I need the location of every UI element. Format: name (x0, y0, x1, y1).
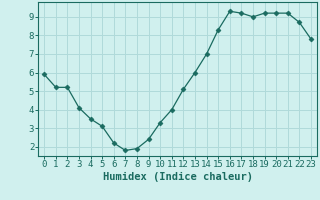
X-axis label: Humidex (Indice chaleur): Humidex (Indice chaleur) (103, 172, 252, 182)
